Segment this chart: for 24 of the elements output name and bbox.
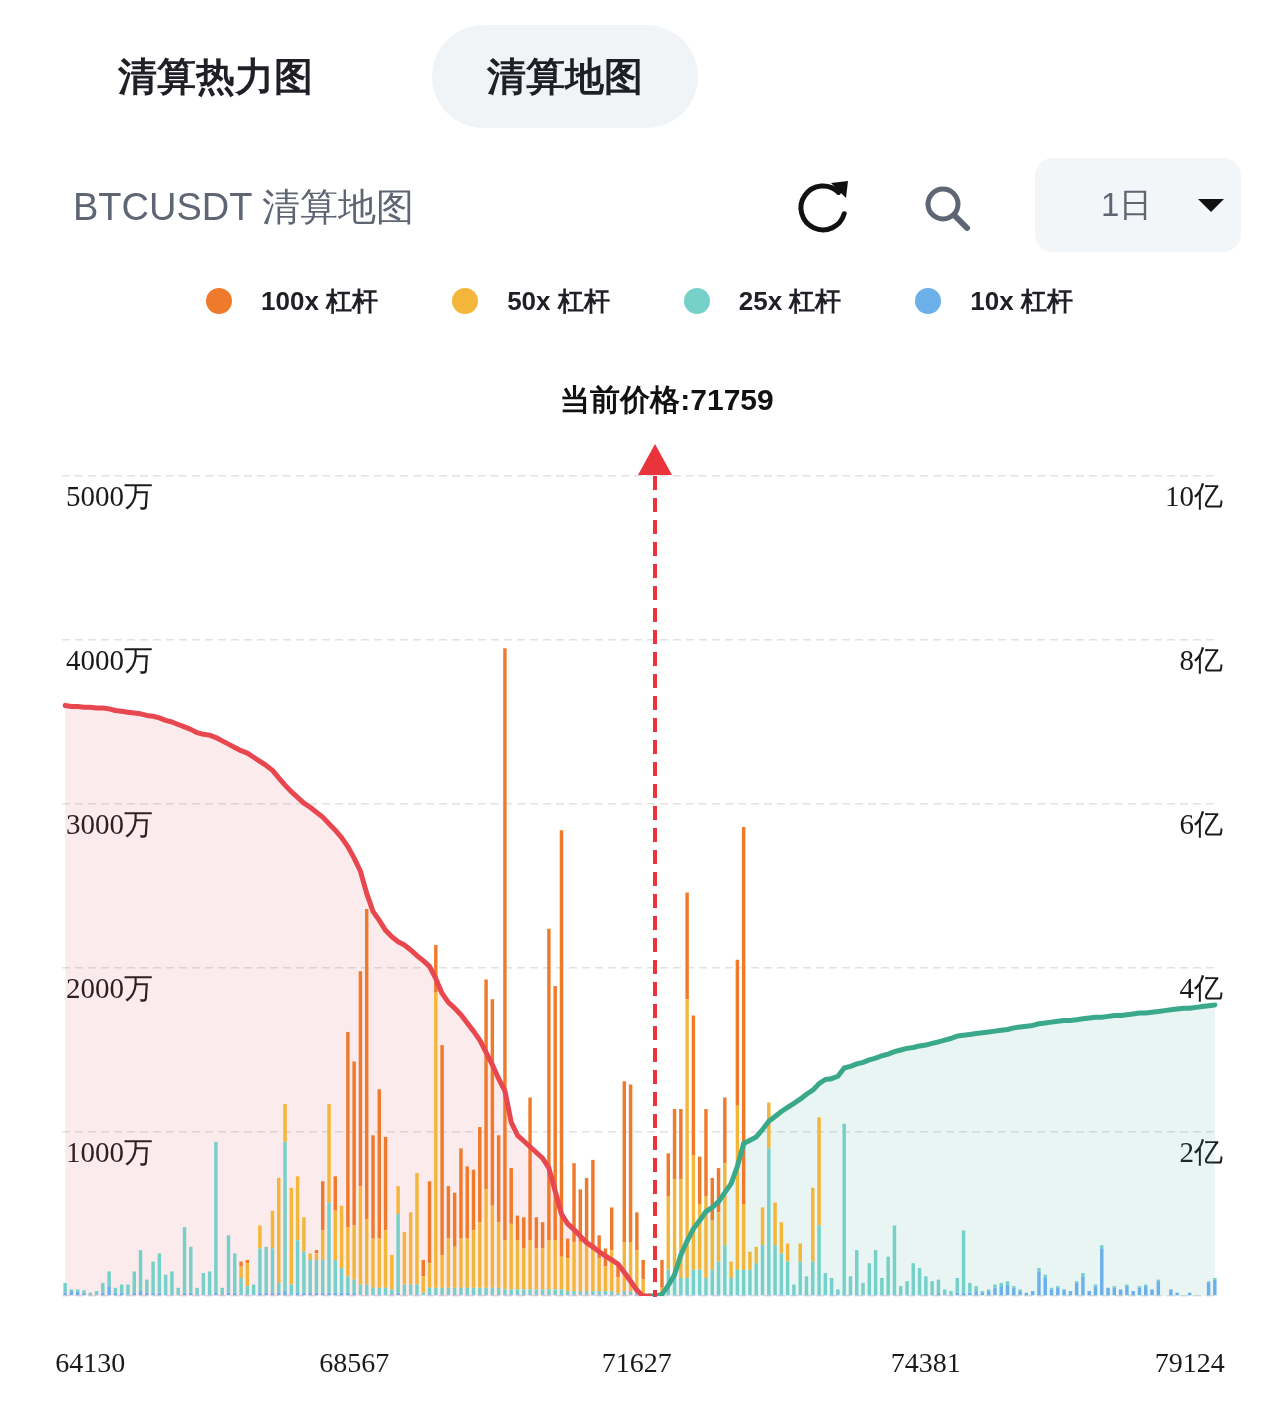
dropdown-field: 1日 bbox=[1035, 158, 1241, 252]
legend-label: 100x 杠杆 bbox=[261, 284, 379, 318]
legend-label: 50x 杠杆 bbox=[507, 284, 610, 318]
chart-title: BTCUSDT 清算地图 bbox=[73, 185, 415, 230]
x-tick-label: 79124 bbox=[1154, 1347, 1225, 1379]
text: 清算地图 bbox=[486, 54, 644, 100]
y2-tick-label: 6亿 bbox=[1179, 807, 1223, 840]
y-tick-label: 4000万 bbox=[66, 643, 153, 676]
y2-tick-label: 2亿 bbox=[1179, 1135, 1223, 1168]
legend-label: 10x 杠杆 bbox=[970, 284, 1073, 318]
x-tick-label: 68567 bbox=[319, 1347, 390, 1379]
x-tick-label: 64130 bbox=[55, 1347, 126, 1379]
y2-tick-label: 4亿 bbox=[1179, 971, 1223, 1004]
y-tick-label: 3000万 bbox=[66, 807, 153, 840]
text: 清算热力图 bbox=[118, 54, 313, 100]
y-tick-label: 2000万 bbox=[66, 971, 153, 1004]
legend-label: 25x 杠杆 bbox=[738, 284, 842, 318]
x-tick-label: 71627 bbox=[601, 1347, 672, 1379]
y-tick-label: 5000万 bbox=[66, 479, 153, 512]
y-tick-label: 1000万 bbox=[66, 1135, 153, 1168]
y2-tick-label: 8亿 bbox=[1179, 643, 1223, 676]
text: 当前价格:71759 bbox=[559, 382, 775, 418]
y2-tick-label: 10亿 bbox=[1165, 479, 1223, 512]
x-tick-label: 74381 bbox=[890, 1347, 961, 1379]
